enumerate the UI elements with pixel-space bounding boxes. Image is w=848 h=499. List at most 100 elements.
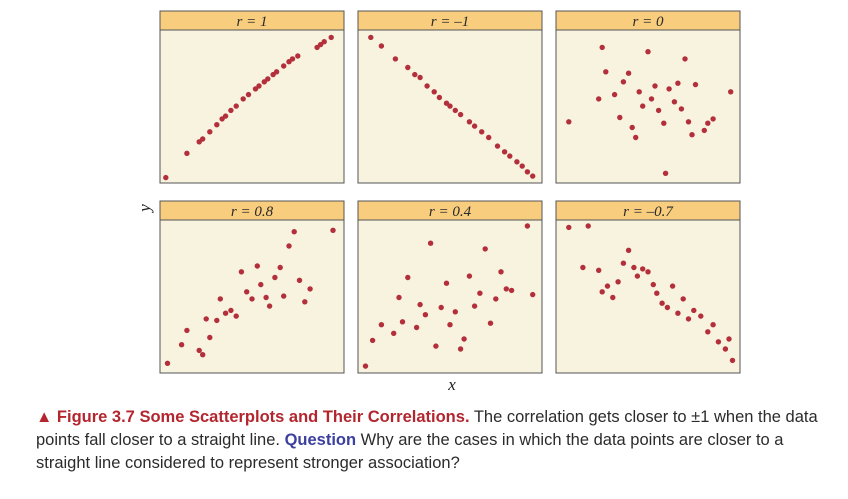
data-point [661, 120, 667, 126]
data-point [620, 260, 627, 266]
data-point [457, 111, 464, 118]
data-point [291, 229, 297, 235]
data-point [378, 43, 385, 49]
data-point [508, 287, 515, 294]
data-point [726, 336, 732, 342]
data-point [378, 322, 385, 328]
data-point [596, 96, 602, 102]
data-point [648, 96, 655, 102]
data-point [405, 274, 411, 281]
data-point [645, 269, 651, 275]
data-point [655, 107, 662, 114]
data-point [412, 71, 418, 78]
data-point [729, 357, 736, 364]
data-point [164, 360, 171, 366]
data-point [722, 346, 729, 352]
data-point [302, 299, 308, 305]
data-point [498, 269, 504, 275]
data-point [479, 129, 485, 135]
data-point [317, 41, 324, 48]
data-point [650, 281, 656, 288]
data-point [477, 290, 483, 296]
data-point [258, 281, 264, 288]
panel-header-bar [555, 200, 741, 221]
scatter-panel-4: r = 0.8 [159, 200, 345, 374]
data-point [281, 293, 287, 299]
data-point [634, 273, 641, 279]
scatter-panel-6: r = –0.7 [555, 200, 741, 374]
x-axis-label: x [447, 375, 456, 394]
data-point [222, 113, 229, 119]
data-point [368, 34, 374, 41]
data-point [664, 304, 671, 311]
data-point [244, 289, 250, 295]
panel-plot-area [555, 200, 741, 374]
data-point [184, 327, 190, 334]
data-point [256, 83, 262, 89]
data-point [666, 86, 672, 92]
data-point [507, 153, 513, 159]
data-point [611, 91, 618, 98]
data-point [222, 310, 229, 316]
data-point [184, 150, 190, 156]
data-point [580, 264, 586, 271]
data-point [399, 319, 406, 325]
data-point [728, 89, 734, 95]
data-point [698, 313, 704, 319]
figure-caption: ▲ Figure 3.7 Some Scatterplots and Their… [36, 406, 836, 475]
data-point [466, 273, 473, 279]
question-label: Question [284, 431, 357, 449]
data-point [471, 303, 478, 309]
data-point [524, 169, 531, 175]
data-point [625, 247, 632, 253]
scatterplot-panels: r = 1 r = –1 r = 0 r = 0.8 r = 0.4 r = –0.7 [159, 10, 741, 374]
data-point [487, 320, 494, 326]
data-point [228, 107, 234, 114]
data-point [519, 163, 525, 169]
data-point [214, 122, 220, 128]
data-point [599, 44, 605, 51]
data-point [457, 346, 464, 352]
data-point [277, 264, 283, 271]
data-point [710, 322, 716, 328]
data-point [424, 83, 430, 89]
panel-plot-area [159, 200, 345, 374]
data-point [524, 223, 531, 229]
data-point [675, 310, 681, 316]
data-point [640, 266, 646, 272]
data-point [471, 123, 478, 129]
data-point [452, 309, 458, 315]
data-point [566, 119, 572, 125]
data-point [633, 134, 639, 141]
data-point [625, 70, 632, 76]
data-point [233, 103, 239, 109]
data-point [245, 91, 252, 98]
scatter-panel-1: r = 1 [159, 10, 345, 184]
data-point [682, 56, 688, 62]
data-point [599, 289, 605, 295]
data-point [321, 39, 327, 45]
data-point [362, 363, 369, 369]
data-point [238, 269, 245, 275]
data-point [307, 286, 313, 292]
data-point [645, 49, 651, 55]
data-point [659, 300, 665, 306]
figure-label: ▲ Figure 3.7 [36, 408, 135, 426]
data-point [330, 227, 336, 233]
panel-plot-area [357, 200, 543, 374]
data-point [447, 103, 453, 109]
data-point [689, 132, 695, 138]
data-point [452, 107, 458, 114]
data-point [669, 283, 676, 289]
data-point [631, 264, 637, 271]
panel-title: r = –0.7 [623, 204, 674, 220]
data-point [494, 143, 501, 149]
data-point [392, 56, 399, 62]
panel-header-bar [555, 10, 741, 31]
data-point [427, 240, 434, 246]
data-point [503, 286, 509, 292]
data-point [369, 337, 376, 344]
data-point [705, 120, 711, 126]
data-point [493, 296, 499, 302]
